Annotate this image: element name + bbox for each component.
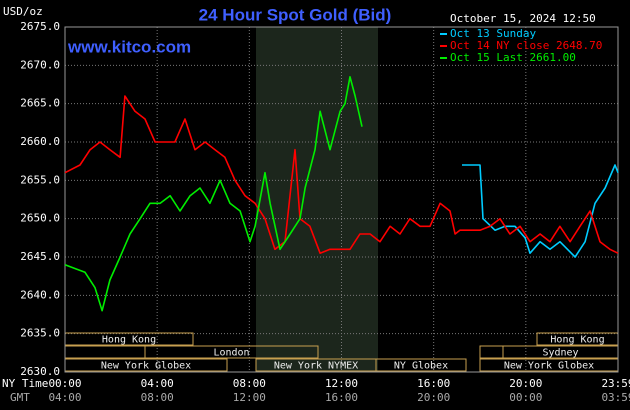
x2-tick-label: 20:00	[417, 391, 450, 404]
session-label: Hong Kong	[102, 335, 156, 346]
y-tick-label: 2645.0	[20, 250, 60, 263]
session-box	[64, 345, 146, 359]
y-tick-label: 2660.0	[20, 135, 60, 148]
x-tick-label: 12:00	[325, 377, 358, 390]
x-tick-label: 08:00	[233, 377, 266, 390]
session-box	[375, 358, 467, 372]
x-tick-label: 20:00	[509, 377, 542, 390]
session-label: Hong Kong	[550, 335, 604, 346]
x2-tick-label: 00:00	[509, 391, 542, 404]
session-label: Sydney	[542, 348, 578, 359]
legend-entry: Oct 15 Last 2661.00	[450, 51, 576, 64]
series-line	[64, 76, 363, 312]
x-tick-label: 00:00	[48, 377, 81, 390]
chart-title: 24 Hour Spot Gold (Bid)	[199, 5, 392, 24]
session-label: London	[213, 348, 249, 359]
series-line	[462, 164, 619, 258]
x-tick-label: 16:00	[417, 377, 450, 390]
legend-entry: Oct 13 Sunday	[450, 27, 536, 40]
y-tick-label: 2670.0	[20, 58, 60, 71]
plot-frame	[64, 26, 619, 373]
x2-axis-label: GMT	[10, 391, 30, 404]
session-label: New York Globex	[504, 361, 594, 372]
y-tick-label: 2640.0	[20, 288, 60, 301]
session-label: New York NYMEX	[274, 361, 358, 372]
session-label: NY Globex	[394, 361, 448, 372]
session-shade	[256, 27, 378, 372]
y-tick-label: 2655.0	[20, 173, 60, 186]
x2-tick-label: 04:00	[48, 391, 81, 404]
x2-tick-label: 03:59	[601, 391, 630, 404]
legend-entry: Oct 14 NY close 2648.70	[450, 39, 602, 52]
x-tick-label: 04:00	[141, 377, 174, 390]
session-box	[144, 345, 319, 359]
x2-tick-label: 12:00	[233, 391, 266, 404]
y-tick-label: 2675.0	[20, 20, 60, 33]
timestamp: October 15, 2024 12:50	[450, 12, 596, 25]
y-tick-label: 2635.0	[20, 327, 60, 340]
y-tick-label: 2630.0	[20, 365, 60, 378]
x-axis-label: NY Time	[2, 377, 48, 390]
x-tick-label: 23:59	[601, 377, 630, 390]
site-label: www.kitco.com	[67, 37, 191, 56]
y-tick-label: 2650.0	[20, 212, 60, 225]
x2-tick-label: 16:00	[325, 391, 358, 404]
session-box	[479, 345, 504, 359]
series-line	[64, 95, 619, 254]
x2-tick-label: 08:00	[141, 391, 174, 404]
y-axis-label: USD/oz	[3, 5, 43, 18]
session-label: New York Globex	[101, 361, 191, 372]
y-tick-label: 2665.0	[20, 97, 60, 110]
